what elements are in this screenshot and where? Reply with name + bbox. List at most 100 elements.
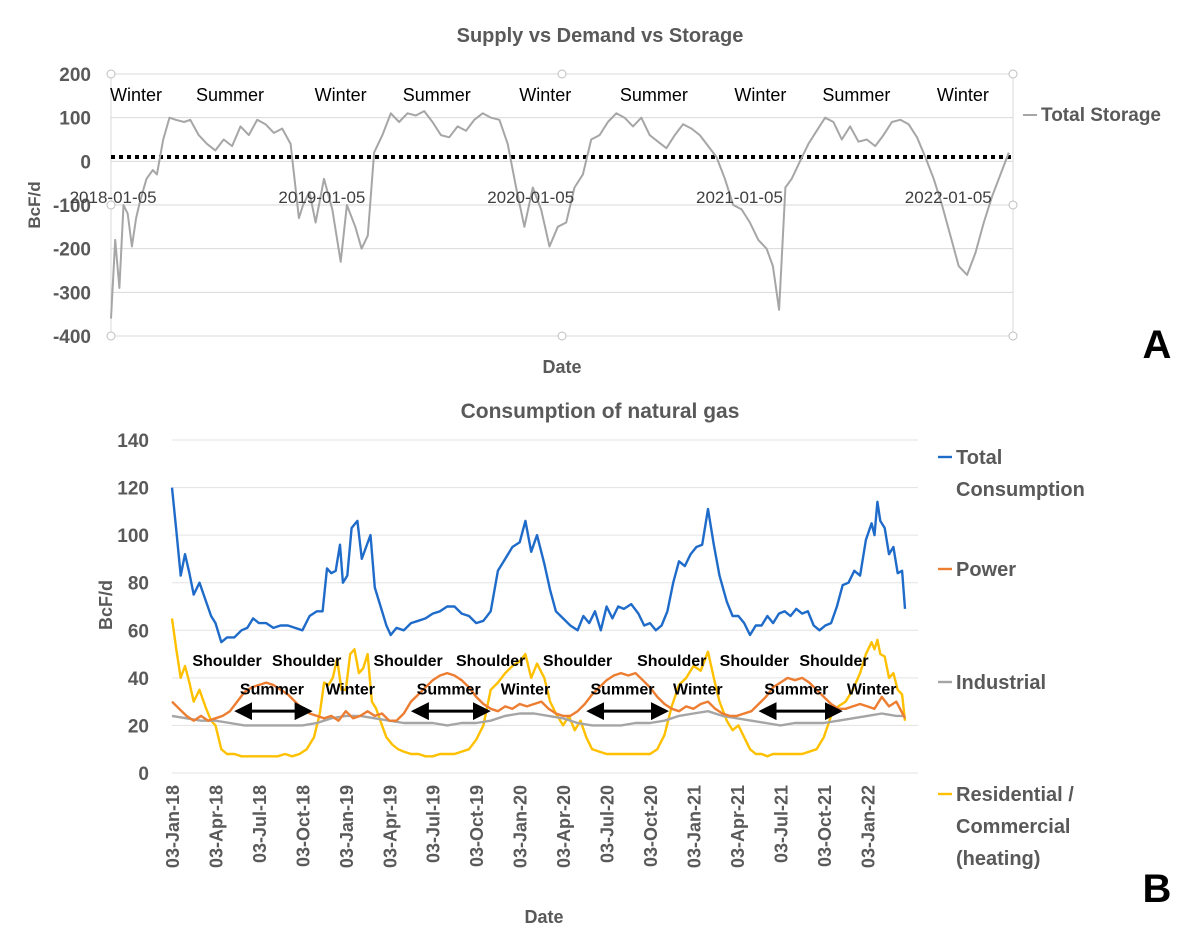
chart-a-frame-handle	[106, 200, 116, 210]
chart-b-annotation-label: Winter	[673, 682, 723, 699]
chart-b-y-tick-label: 0	[138, 764, 149, 785]
chart-b-series-line	[171, 710, 905, 727]
chart-b-x-tick-label: 03-Jul-19	[424, 785, 444, 863]
chart-b-x-tick-label: 03-Apr-20	[554, 785, 574, 868]
chart-b-gridlines	[172, 439, 918, 774]
chart-a-y-ticks: 200 100 0 -100 -200 -300 -400	[53, 65, 91, 348]
chart-a-season-label: Winter	[315, 85, 367, 105]
chart-a-season-labels: Winter Summer Winter Summer Winter Summer Wint…	[110, 85, 989, 105]
chart-b-legend-label: Industrial	[956, 672, 1046, 694]
chart-a-x-tick-label: 2018-01-05	[70, 188, 157, 207]
chart-a-season-label: Winter	[110, 85, 162, 105]
chart-a-x-tick-label: 2021-01-05	[696, 188, 783, 207]
chart-b-y-tick-label: 100	[117, 526, 149, 547]
chart-a-y-tick-label: -200	[53, 240, 91, 261]
chart-a-season-label: Summer	[620, 85, 688, 105]
chart-b-x-tick-label: 03-Oct-19	[467, 785, 487, 867]
chart-b-x-tick-label: 03-Apr-19	[380, 785, 400, 868]
chart-b-x-tick-label: 03-Jan-20	[511, 785, 531, 868]
chart-b-annotation-label: Shoulder	[373, 653, 442, 670]
chart-b-legend-label-line: (heating)	[956, 848, 1040, 870]
chart-b-x-tick-label: 03-Jan-22	[858, 785, 878, 868]
chart-b-x-ticks: 03-Jan-18 03-Apr-18 03-Jul-18 03-Oct-18 03-J…	[163, 785, 878, 868]
chart-b-y-tick-label: 40	[128, 669, 149, 690]
chart-a-frame-handle	[1008, 200, 1018, 210]
chart-b-annotation-label: Winter	[325, 682, 375, 699]
chart-a-xlabel: Date	[542, 357, 581, 377]
chart-b-annotation-label: Shoulder	[637, 653, 706, 670]
chart-a-season-label: Summer	[822, 85, 890, 105]
chart-b-legend-label-line: Residential /	[956, 784, 1074, 806]
panel-label-b: B	[1143, 867, 1172, 911]
chart-b-y-ticks: 0 20 40 60 80 100 120 140	[117, 431, 149, 785]
chart-a-frame-handle	[557, 331, 567, 341]
chart-b-x-tick-label: 03-Jul-18	[250, 785, 270, 863]
chart-b-y-tick-label: 80	[128, 574, 149, 595]
chart-b-annotation-label: Shoulder	[192, 653, 261, 670]
chart-a-title: Supply vs Demand vs Storage	[457, 25, 744, 47]
chart-a-y-tick-label: -300	[53, 283, 91, 304]
chart-b: Consumption of natural gas Date BcF/d 0 2…	[96, 400, 1171, 927]
chart-b-x-tick-label: 03-Jul-21	[771, 785, 791, 863]
chart-a-season-label: Summer	[403, 85, 471, 105]
chart-b-legend: Total Consumption Power Industrial Residenti…	[938, 447, 1085, 870]
chart-b-x-tick-label: 03-Jan-21	[684, 785, 704, 868]
chart-a-x-tick-label: 2019-01-05	[278, 188, 365, 207]
chart-b-series-line	[170, 487, 907, 644]
panel-label-a: A	[1143, 323, 1172, 367]
chart-a-legend-label: Total Storage	[1041, 105, 1161, 126]
chart-b-xlabel: Date	[524, 907, 563, 927]
chart-a-frame-handle	[106, 69, 116, 79]
chart-b-ylabel: BcF/d	[96, 580, 116, 630]
chart-a-y-tick-label: -100	[53, 196, 91, 217]
chart-b-x-tick-label: 03-Oct-21	[815, 785, 835, 867]
chart-b-x-tick-label: 03-Jan-19	[337, 785, 357, 868]
chart-b-annotations: Shoulder Shoulder Summer Winter Shoulder Shou…	[192, 653, 896, 699]
chart-b-annotation-label: Shoulder	[720, 653, 789, 670]
chart-a-x-tick-label: 2022-01-05	[905, 188, 992, 207]
chart-b-title: Consumption of natural gas	[461, 400, 740, 423]
chart-a-season-label: Winter	[734, 85, 786, 105]
chart-a-series-line	[110, 110, 1010, 319]
chart-a-y-tick-label: 200	[59, 65, 91, 86]
chart-b-annotation-label: Winter	[501, 682, 551, 699]
chart-a-y-tick-label: 0	[80, 152, 91, 173]
chart-a-frame-handle	[1008, 69, 1018, 79]
chart-a-season-label: Summer	[196, 85, 264, 105]
chart-b-x-tick-label: 03-Jul-20	[598, 785, 618, 863]
chart-b-annotation-label: Winter	[847, 682, 897, 699]
chart-b-annotation-label: Summer	[417, 682, 481, 699]
chart-b-series	[170, 487, 907, 758]
chart-a-y-tick-label: -400	[53, 327, 91, 348]
chart-a-x-tick-label: 2020-01-05	[487, 188, 574, 207]
chart-b-legend-label: Total Consumption	[956, 447, 1085, 501]
chart-b-annotation-label: Summer	[240, 682, 304, 699]
chart-b-y-tick-label: 60	[128, 621, 149, 642]
chart-a-season-label: Winter	[519, 85, 571, 105]
chart-a-series	[110, 110, 1013, 319]
chart-b-x-tick-label: 03-Oct-18	[293, 785, 313, 867]
chart-b-annotation-label: Shoulder	[799, 653, 868, 670]
chart-b-annotation-label: Shoulder	[272, 653, 341, 670]
chart-b-y-tick-label: 120	[117, 479, 149, 500]
chart-b-x-tick-label: 03-Oct-20	[641, 785, 661, 867]
chart-b-x-tick-label: 03-Jan-18	[163, 785, 183, 868]
chart-b-series-line	[171, 671, 907, 722]
chart-a-frame-handle	[557, 69, 567, 79]
chart-a-legend: Total Storage	[1023, 105, 1161, 126]
chart-a-frame-handle	[1008, 331, 1018, 341]
chart-a-ylabel: BcF/d	[25, 181, 44, 228]
chart-a: Supply vs Demand vs Storage Date BcF/d 2…	[25, 25, 1171, 377]
chart-b-annotation-label: Summer	[764, 682, 828, 699]
chart-b-legend-label-line: Power	[956, 559, 1016, 581]
chart-a-y-tick-label: 100	[59, 109, 91, 130]
chart-a-frame-handle	[106, 331, 116, 341]
chart-b-y-tick-label: 140	[117, 431, 149, 452]
chart-b-legend-label: Power	[956, 559, 1016, 581]
chart-b-legend-label-line: Commercial	[956, 816, 1071, 838]
chart-b-y-tick-label: 20	[128, 716, 149, 737]
chart-a-x-ticks: 2018-01-05 2019-01-05 2020-01-05 2021-01-05…	[70, 188, 992, 207]
chart-a-gridlines	[106, 69, 1018, 341]
chart-b-legend-label: Residential / Commercial (heating)	[956, 784, 1074, 870]
